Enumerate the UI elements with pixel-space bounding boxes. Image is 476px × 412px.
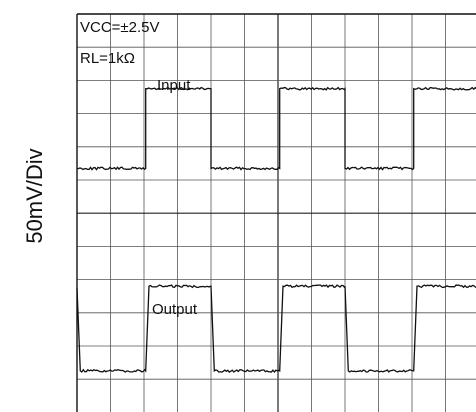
y-axis-label: 50mV/Div [22,148,47,243]
annotation-vcc: VCC=±2.5V [80,19,160,36]
annotation-rl: RL=1kΩ [80,50,135,67]
trace-output [76,284,476,374]
trace-input [76,86,476,171]
grid [76,13,476,412]
annotation-output: Output [152,301,198,318]
traces [76,86,476,374]
annotation-input: Input [157,77,191,94]
